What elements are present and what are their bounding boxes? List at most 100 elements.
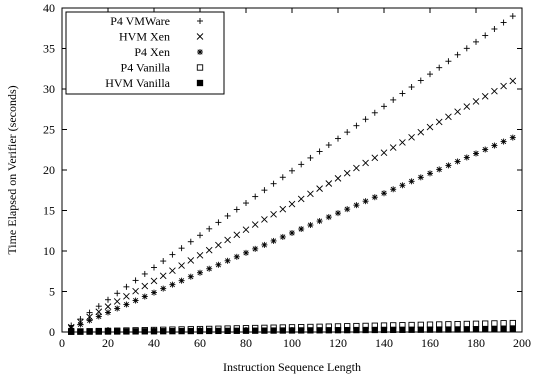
data-point bbox=[454, 108, 461, 115]
data-point bbox=[123, 293, 130, 300]
data-point bbox=[316, 185, 323, 192]
data-point bbox=[151, 264, 157, 271]
data-point bbox=[344, 326, 351, 334]
data-point bbox=[408, 178, 415, 185]
data-point bbox=[187, 327, 194, 335]
data-point bbox=[473, 38, 479, 45]
data-point bbox=[509, 326, 516, 333]
data-point bbox=[472, 320, 480, 327]
data-point bbox=[371, 154, 379, 162]
data-point bbox=[482, 326, 489, 333]
y-axis-label: Time Elapsed on Verifier (seconds) bbox=[5, 85, 19, 254]
data-point bbox=[509, 134, 516, 141]
legend-entry-label: P4 Xen bbox=[134, 45, 170, 59]
data-point bbox=[463, 320, 470, 328]
data-point bbox=[436, 64, 443, 71]
data-point bbox=[344, 206, 351, 213]
data-point bbox=[390, 186, 397, 193]
data-point bbox=[417, 128, 425, 136]
data-point bbox=[316, 327, 323, 334]
x-tick-label: 160 bbox=[421, 336, 439, 350]
data-point bbox=[500, 138, 507, 145]
data-point bbox=[491, 142, 498, 149]
data-point bbox=[362, 326, 369, 334]
data-point bbox=[159, 272, 167, 280]
data-point bbox=[224, 236, 231, 244]
data-point bbox=[279, 327, 286, 334]
data-point bbox=[86, 328, 93, 335]
data-point bbox=[252, 193, 259, 200]
data-point bbox=[123, 283, 130, 290]
x-tick-label: 60 bbox=[194, 336, 206, 350]
data-point bbox=[482, 146, 489, 153]
data-point bbox=[178, 245, 185, 252]
data-point bbox=[298, 161, 305, 168]
data-point bbox=[334, 327, 342, 334]
data-point bbox=[491, 326, 498, 333]
data-point bbox=[500, 82, 507, 90]
data-point bbox=[381, 103, 387, 110]
data-point bbox=[251, 221, 259, 228]
data-point bbox=[353, 164, 360, 172]
data-point bbox=[77, 321, 84, 328]
data-point bbox=[500, 326, 507, 333]
x-tick-label: 120 bbox=[329, 336, 347, 350]
data-point bbox=[104, 328, 112, 335]
data-point bbox=[233, 253, 240, 260]
x-axis-label: Instruction Sequence Length bbox=[223, 360, 361, 374]
data-point bbox=[261, 327, 268, 334]
data-point bbox=[390, 96, 397, 103]
data-point bbox=[114, 328, 121, 335]
data-point bbox=[151, 289, 157, 296]
data-point bbox=[307, 190, 314, 198]
data-point bbox=[408, 326, 415, 333]
data-point bbox=[160, 258, 167, 265]
data-point bbox=[344, 129, 351, 136]
data-point bbox=[215, 241, 222, 249]
data-point bbox=[150, 328, 158, 335]
data-point bbox=[270, 327, 277, 334]
data-point bbox=[353, 326, 360, 334]
data-point bbox=[132, 328, 139, 335]
data-point bbox=[436, 321, 443, 328]
data-point bbox=[169, 328, 176, 335]
data-point bbox=[500, 320, 507, 327]
data-point bbox=[316, 148, 323, 155]
data-point bbox=[196, 252, 204, 259]
data-point bbox=[353, 122, 360, 129]
data-point bbox=[436, 326, 443, 333]
x-tick-label: 80 bbox=[240, 336, 252, 350]
legend-entry-label: HVM Xen bbox=[119, 30, 170, 44]
data-point bbox=[215, 327, 222, 335]
data-point bbox=[132, 277, 139, 284]
data-point bbox=[325, 327, 332, 334]
data-point bbox=[408, 84, 415, 91]
y-tick-label: 35 bbox=[43, 42, 55, 56]
data-point bbox=[473, 150, 479, 157]
data-point bbox=[509, 319, 516, 327]
data-point bbox=[252, 327, 259, 334]
data-point bbox=[141, 282, 149, 290]
data-point bbox=[307, 154, 314, 161]
data-point bbox=[482, 32, 489, 39]
data-point bbox=[297, 195, 305, 203]
data-point bbox=[224, 257, 231, 264]
data-point bbox=[353, 202, 360, 209]
data-point bbox=[270, 237, 277, 244]
y-tick-label: 10 bbox=[43, 244, 55, 258]
data-point bbox=[169, 251, 176, 258]
legend-marker bbox=[196, 64, 204, 71]
data-point bbox=[463, 154, 470, 161]
data-point bbox=[454, 158, 461, 165]
data-point bbox=[150, 277, 158, 285]
y-tick-label: 30 bbox=[43, 82, 55, 96]
data-point bbox=[224, 327, 231, 334]
data-point bbox=[233, 231, 241, 239]
x-tick-label: 180 bbox=[467, 336, 485, 350]
data-point bbox=[454, 326, 461, 333]
data-point bbox=[242, 327, 250, 334]
data-point bbox=[141, 293, 148, 300]
data-point bbox=[426, 326, 434, 333]
data-points bbox=[67, 13, 517, 335]
data-point bbox=[371, 326, 378, 334]
